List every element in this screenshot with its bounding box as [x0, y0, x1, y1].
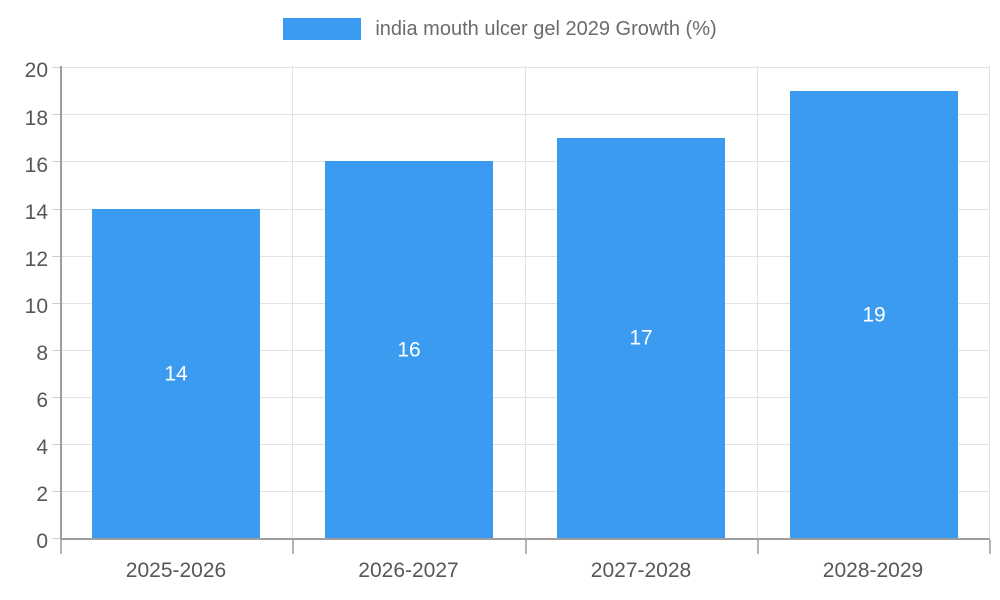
y-tick-label-0: 0 — [36, 530, 48, 553]
y-tick-label-16: 16 — [24, 154, 48, 177]
gridline-x-1 — [292, 66, 293, 538]
y-tick-label-18: 18 — [24, 107, 48, 130]
bar-2025-2026[interactable]: 14 — [92, 209, 260, 538]
x-tick-label-2026-2027: 2026-2027 — [358, 559, 459, 582]
x-axis-line — [60, 538, 990, 540]
plot-area: 14 16 17 19 — [60, 66, 990, 539]
bar-value-label: 19 — [862, 303, 886, 326]
bar-2028-2029[interactable]: 19 — [790, 91, 958, 538]
y-tick-label-10: 10 — [24, 295, 48, 318]
bar-2026-2027[interactable]: 16 — [325, 161, 493, 538]
y-tick-label-8: 8 — [36, 342, 48, 365]
x-tick-label-2027-2028: 2027-2028 — [590, 559, 692, 582]
bar-value-label: 17 — [629, 326, 653, 350]
gridline-x-3 — [757, 66, 758, 538]
y-tick-label-14: 14 — [24, 201, 48, 224]
y-tick-label-6: 6 — [36, 389, 48, 412]
y-axis-line — [60, 66, 62, 539]
x-tick-label-2025-2026: 2025-2026 — [125, 559, 227, 582]
y-axis-labels: 0 2 4 6 8 10 12 14 16 18 20 — [0, 0, 48, 600]
y-tick-label-20: 20 — [24, 59, 48, 82]
chart-legend: india mouth ulcer gel 2029 Growth (%) — [0, 14, 1000, 44]
gridline-x-4 — [989, 66, 990, 538]
legend-item-series-1[interactable]: india mouth ulcer gel 2029 Growth (%) — [283, 18, 717, 40]
y-tick-label-12: 12 — [24, 248, 48, 271]
legend-label: india mouth ulcer gel 2029 Growth (%) — [375, 18, 717, 40]
legend-color-swatch-icon — [283, 18, 362, 40]
gridline-x-2 — [525, 66, 526, 538]
y-tick-label-4: 4 — [36, 436, 48, 459]
y-tick-label-2: 2 — [36, 483, 48, 506]
bar-value-label: 14 — [164, 362, 188, 385]
bar-value-label: 16 — [397, 338, 421, 361]
bar-2027-2028[interactable]: 17 — [557, 138, 725, 538]
x-tick-label-2028-2029: 2028-2029 — [822, 559, 924, 582]
